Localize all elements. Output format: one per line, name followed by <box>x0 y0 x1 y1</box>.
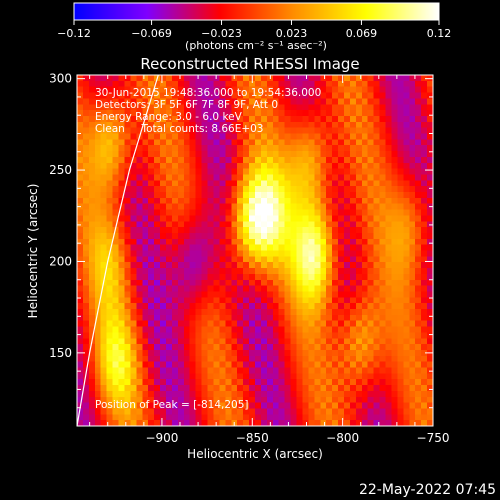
y-tick-label: 250 <box>49 163 72 177</box>
solar-limb-line <box>77 75 159 426</box>
x-tick-label: −800 <box>326 431 359 445</box>
axis-ticks: −900 −850 −800 −750 150 200 250 300 <box>49 72 449 445</box>
colorbar-tick-label: −0.069 <box>131 27 172 40</box>
heatmap-image <box>77 75 433 426</box>
colorbar-tick-label: 0.12 <box>427 27 452 40</box>
x-axis-label: Heliocentric X (arcsec) <box>187 447 323 461</box>
colorbar: −0.12 −0.069 −0.023 0.023 0.069 0.12 (photons… <box>57 2 451 52</box>
colorbar-tick-label: −0.023 <box>201 27 242 40</box>
info-clean-counts: Clean Total counts: 8.66E+03 <box>95 123 264 135</box>
plot-frame <box>76 74 434 427</box>
x-tick-label: −900 <box>145 431 178 445</box>
y-tick-label: 300 <box>49 72 72 86</box>
colorbar-tick-label: −0.12 <box>57 27 91 40</box>
colorbar-tick-label: 0.069 <box>346 27 378 40</box>
colorbar-bar <box>73 2 440 21</box>
colorbar-ticks: −0.12 −0.069 −0.023 0.023 0.069 0.12 <box>57 20 451 40</box>
info-block: 30-Jun-2015 19:48:36.000 to 19:54:36.000… <box>95 87 321 135</box>
colorbar-tick-label: 0.023 <box>276 27 308 40</box>
info-detectors: Detectors: 3F 5F 6F 7F 8F 9F, Att 0 <box>95 99 278 111</box>
x-tick-label: −850 <box>236 431 269 445</box>
y-tick-label: 200 <box>49 254 72 268</box>
y-axis-label: Heliocentric Y (arcsec) <box>26 184 40 319</box>
plot-area: −900 −850 −800 −750 150 200 250 300 <box>49 72 449 445</box>
x-tick-label: −750 <box>417 431 450 445</box>
info-time-range: 30-Jun-2015 19:48:36.000 to 19:54:36.000 <box>95 87 321 99</box>
colorbar-unit-label: (photons cm⁻² s⁻¹ asec⁻²) <box>185 39 327 52</box>
footer-date: 22-May-2022 07:45 <box>359 482 496 498</box>
chart-title: Reconstructed RHESSI Image <box>140 55 359 73</box>
y-tick-label: 150 <box>49 346 72 360</box>
info-energy-range: Energy Range: 3.0 - 6.0 keV <box>95 111 243 123</box>
peak-position-label: Position of Peak = [-814,205] <box>95 399 249 411</box>
